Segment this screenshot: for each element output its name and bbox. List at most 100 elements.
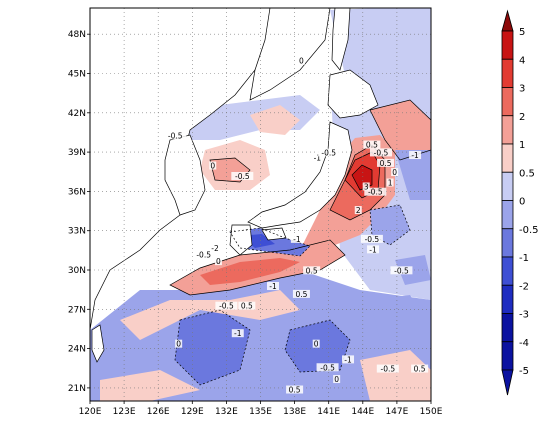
contour-label: -0.5 <box>196 251 211 260</box>
contour-label: -1 <box>293 235 301 244</box>
lat-tick-label: 27N <box>68 305 86 315</box>
lon-axis: 120E 123E 126E 129E 132E 135E 138E 141E 144E 147E… <box>79 401 443 417</box>
legend-label: -4 <box>519 338 529 349</box>
lon-tick-label: 147E <box>385 407 408 417</box>
contour-line <box>351 164 373 191</box>
contour-label: -1 <box>369 245 377 254</box>
field-pos-s <box>100 370 200 401</box>
contour-label-bg <box>316 363 339 372</box>
land-hokkaido <box>327 69 379 119</box>
contour-label-bg <box>267 282 280 291</box>
field-pos-kuril <box>370 100 431 160</box>
field-neg-kuril <box>395 150 431 200</box>
lon-tick-label: 132E <box>215 407 238 417</box>
lon-tick-label: 129E <box>181 407 204 417</box>
lon-tick-label: 126E <box>147 407 170 417</box>
legend-swatch <box>501 313 514 343</box>
contour-label-bg <box>215 301 238 310</box>
contour-label-bg <box>369 148 392 157</box>
lon-tick-label: 141E <box>317 407 340 417</box>
legend-swatch <box>501 228 514 258</box>
contour-label: -0.5 <box>320 363 335 372</box>
contour-label: 0.5 <box>241 302 253 311</box>
contour-label: 1 <box>388 179 393 188</box>
contour-label-bg <box>231 171 254 180</box>
contour-label: -1 <box>234 329 242 338</box>
lat-tick-label: 30N <box>68 266 86 276</box>
land-shikoku <box>261 227 287 241</box>
contour-label-bg <box>390 266 413 275</box>
legend-swatch <box>501 341 514 371</box>
contour-label: 0 <box>176 340 181 349</box>
contour-label: -0.5 <box>380 365 395 374</box>
contour-label-bg <box>386 178 394 187</box>
lon-tick-label: 138E <box>283 407 306 417</box>
contour-label-bg <box>175 339 183 348</box>
contour-label: 0 <box>216 257 221 266</box>
contour-label-bg <box>303 266 321 275</box>
contour-label: -0.5 <box>368 188 383 197</box>
land-sakhalin <box>331 8 351 71</box>
contour-label-bg <box>363 140 381 149</box>
legend-swatch <box>501 200 514 230</box>
contour-line <box>169 239 346 296</box>
contour-label-bg <box>354 206 362 215</box>
land-honshu <box>247 121 353 229</box>
contour-label: -1 <box>314 154 322 163</box>
contour-label-bg <box>312 339 320 348</box>
lat-tick-label: 48N <box>68 30 86 40</box>
legend-label: -3 <box>519 310 529 321</box>
contour-label: 3 <box>364 182 369 191</box>
contour-label: -0.5 <box>394 266 409 275</box>
contour-label: 2 <box>356 206 361 215</box>
legend-swatch <box>501 171 514 201</box>
legend-swatch <box>501 256 514 286</box>
legend-swatch <box>501 284 514 314</box>
contour-label: 0.5 <box>289 386 301 395</box>
lat-tick-label: 42N <box>68 109 86 119</box>
legend-swatch <box>501 115 514 145</box>
lat-tick-label: 39N <box>68 148 86 158</box>
contour-label-bg <box>209 161 217 170</box>
contour-label-bg <box>391 168 399 177</box>
contour-label: -2 <box>211 244 219 253</box>
contour-label: 0.5 <box>366 141 378 150</box>
contour-label: -1 <box>269 282 277 291</box>
lat-axis: 48N 45N 42N 39N 36N 33N 30N 27N 24N 21N <box>68 30 90 394</box>
lat-tick-label: 45N <box>68 70 86 80</box>
contour-label-bg <box>333 375 341 384</box>
legend-label: -5 <box>519 366 529 377</box>
lon-tick-label: 123E <box>113 407 136 417</box>
contour-label-bg <box>367 245 380 254</box>
legend-label: 3 <box>519 84 525 95</box>
field-pos-kuroshio-core <box>200 258 300 285</box>
contour-label-bg <box>409 151 422 160</box>
legend-swatch <box>501 30 514 60</box>
contour-label: 0.5 <box>295 290 307 299</box>
land <box>90 8 379 363</box>
contour-label-bg <box>411 364 429 373</box>
legend-label: 2 <box>519 112 525 123</box>
contour-label-bg <box>192 250 215 259</box>
contour-label-bg <box>362 182 370 191</box>
field-neg-patch-south <box>395 255 431 285</box>
contour-label: 0.5 <box>380 159 392 168</box>
lat-tick-label: 36N <box>68 187 86 197</box>
lat-tick-label: 33N <box>68 227 86 237</box>
contour-label-bg <box>290 234 303 243</box>
contour-label: -1 <box>411 151 419 160</box>
contour-label: 0.5 <box>306 266 318 275</box>
contour-line <box>284 319 351 373</box>
lat-tick-label: 21N <box>68 384 86 394</box>
contour-label-bg <box>297 56 305 65</box>
contour-label: 0 <box>299 57 304 66</box>
land-korea <box>164 134 206 216</box>
lat-tick-label: 24N <box>68 345 86 355</box>
contour-label-bg <box>231 329 244 338</box>
contour-line <box>369 204 411 246</box>
contour-label-bg <box>376 364 399 373</box>
lon-tick-label: 144E <box>351 407 374 417</box>
legend-label: -1 <box>519 253 529 264</box>
